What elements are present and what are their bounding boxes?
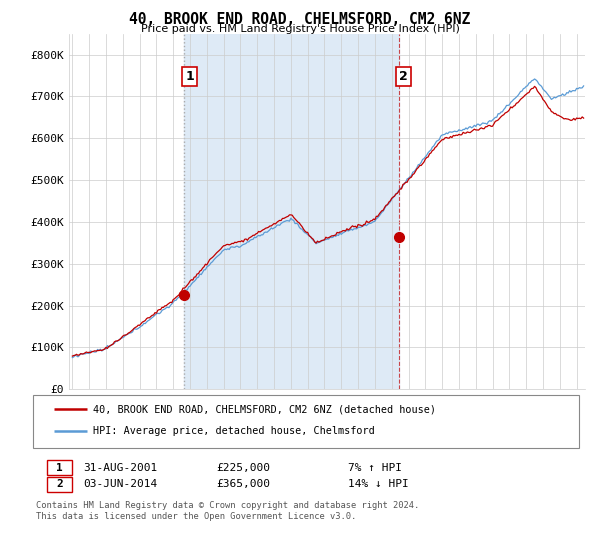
Text: 2: 2	[400, 70, 408, 83]
Text: 03-JUN-2014: 03-JUN-2014	[83, 479, 157, 489]
Text: £365,000: £365,000	[216, 479, 270, 489]
Text: 31-AUG-2001: 31-AUG-2001	[83, 463, 157, 473]
Text: 40, BROOK END ROAD, CHELMSFORD, CM2 6NZ: 40, BROOK END ROAD, CHELMSFORD, CM2 6NZ	[130, 12, 470, 27]
Text: 40, BROOK END ROAD, CHELMSFORD, CM2 6NZ (detached house): 40, BROOK END ROAD, CHELMSFORD, CM2 6NZ …	[93, 404, 436, 414]
Text: 1: 1	[185, 70, 194, 83]
Text: 2: 2	[56, 479, 63, 489]
Text: 14% ↓ HPI: 14% ↓ HPI	[348, 479, 409, 489]
Text: Contains HM Land Registry data © Crown copyright and database right 2024.
This d: Contains HM Land Registry data © Crown c…	[36, 501, 419, 521]
Text: 7% ↑ HPI: 7% ↑ HPI	[348, 463, 402, 473]
Text: Price paid vs. HM Land Registry's House Price Index (HPI): Price paid vs. HM Land Registry's House …	[140, 24, 460, 34]
Text: £225,000: £225,000	[216, 463, 270, 473]
Text: HPI: Average price, detached house, Chelmsford: HPI: Average price, detached house, Chel…	[93, 427, 375, 436]
Bar	[184, 34, 399, 389]
Text: 1: 1	[56, 463, 63, 473]
